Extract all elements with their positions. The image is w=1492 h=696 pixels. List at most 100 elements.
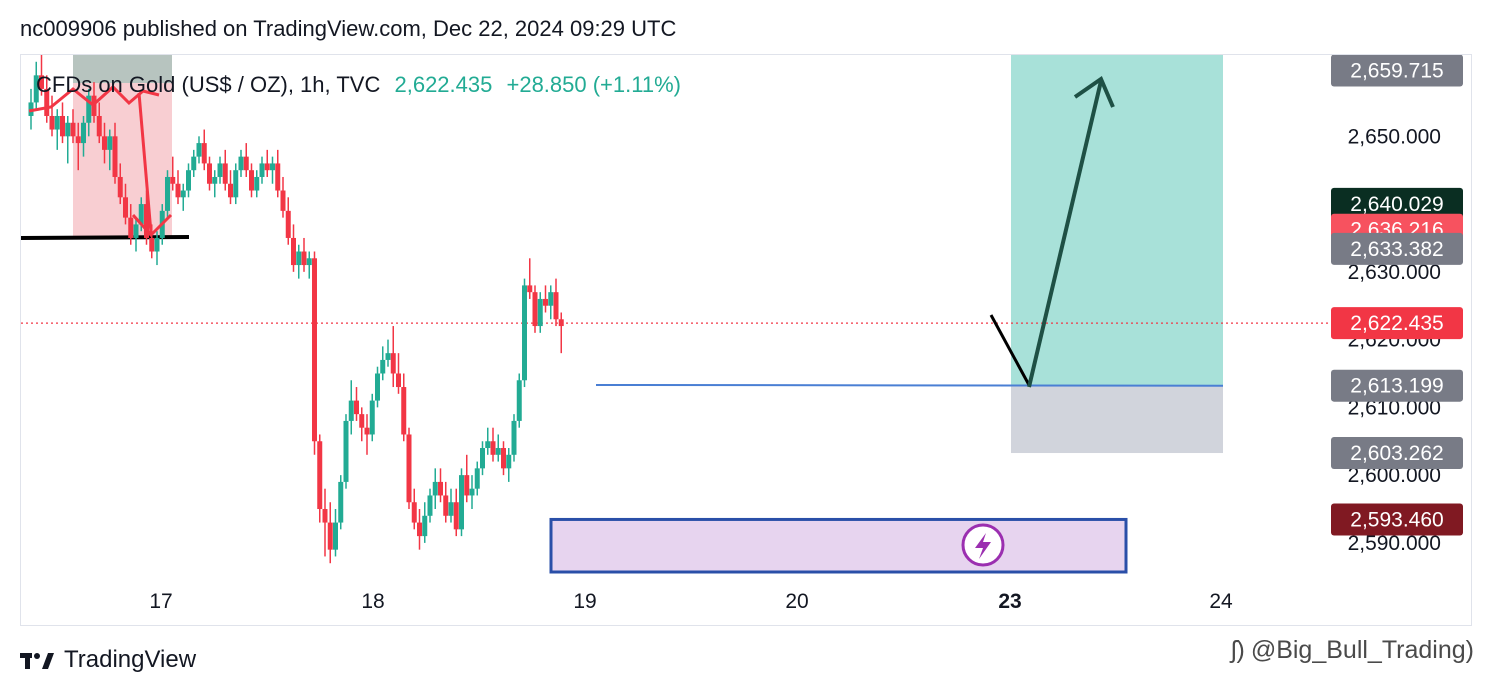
- price-tag-label: 2,633.382: [1350, 238, 1443, 261]
- candle-body: [117, 176, 123, 198]
- candle-body: [327, 522, 333, 550]
- candle-body: [364, 427, 370, 435]
- projection-up: [1027, 80, 1103, 388]
- candle-body: [81, 122, 86, 144]
- candle-body: [102, 136, 107, 150]
- candle-body: [527, 285, 533, 293]
- price-tag: [1331, 437, 1463, 470]
- candle-body: [270, 163, 275, 171]
- projection-arrowhead: [1073, 75, 1115, 108]
- candle-body: [406, 434, 412, 503]
- candle-body: [33, 75, 39, 103]
- watermark-text: @Big_Bull_Trading): [1250, 636, 1474, 664]
- sell-arrow: [137, 92, 153, 234]
- tradingview-logo-icon: [20, 653, 54, 669]
- tradingview-brand: TradingView: [64, 646, 197, 673]
- candle-body: [532, 292, 538, 327]
- sell-zone-top: [73, 55, 172, 83]
- candle-body: [432, 481, 438, 496]
- candle-body: [107, 136, 113, 150]
- candle-body: [144, 204, 149, 238]
- candle-body: [501, 448, 506, 469]
- candle-body: [175, 183, 181, 198]
- price-tag: [1331, 503, 1463, 536]
- x-tick-label: 19: [573, 590, 596, 613]
- candle-body: [249, 170, 254, 191]
- candle-body: [417, 522, 422, 537]
- candle-body: [369, 400, 375, 435]
- candle-body: [128, 217, 134, 238]
- candle-body: [243, 156, 249, 171]
- candle-body: [338, 481, 344, 523]
- chart-frame: 17 18 19 20 23 24 2,650.000 2,630.000 2,620.000 2…: [20, 54, 1472, 626]
- demand-zone: [549, 517, 1128, 574]
- candle-body: [123, 197, 128, 218]
- candle-body: [553, 292, 559, 320]
- publish-header: nc009906 published on TradingView.com, D…: [20, 16, 677, 41]
- candle-body: [280, 190, 286, 211]
- candle-body: [207, 163, 212, 184]
- candle-body: [317, 441, 323, 510]
- candle-body: [154, 237, 160, 252]
- price-tag-label: 2,622.435: [1350, 312, 1443, 335]
- y-tick-label: 2,610.000: [1348, 396, 1441, 419]
- candle-body: [343, 420, 349, 482]
- candle-body: [312, 258, 317, 442]
- candle-body: [44, 88, 50, 116]
- price-tag: [1331, 187, 1463, 220]
- candle-body: [259, 163, 265, 177]
- candle-body: [201, 143, 207, 164]
- price-tag-label: 2,613.199: [1350, 375, 1443, 398]
- candle-body: [490, 441, 496, 455]
- price-tag: [1331, 55, 1463, 87]
- symbol-name: CFDs on Gold (US$ / OZ), 1h, TVC: [36, 72, 381, 97]
- price-tag: [1331, 307, 1463, 340]
- tradingview-logo[interactable]: TradingView: [20, 646, 196, 674]
- candle-body: [511, 420, 517, 455]
- candle-body: [516, 380, 522, 421]
- candle-body: [186, 170, 191, 191]
- projection-down: [989, 314, 1031, 386]
- candle-body: [233, 170, 239, 198]
- sell-path: [28, 84, 160, 113]
- candle-body: [70, 122, 76, 137]
- candle-body: [558, 319, 564, 327]
- candle-body: [49, 115, 55, 130]
- candle-body: [485, 441, 491, 449]
- candle-body: [196, 143, 202, 157]
- candle-body: [180, 190, 186, 198]
- candle-body: [448, 502, 454, 516]
- x-tick-label: 23: [998, 590, 1021, 613]
- candle-body: [191, 156, 197, 171]
- candle-body: [60, 115, 65, 137]
- candle-body: [359, 414, 365, 428]
- candle-body: [112, 136, 118, 177]
- candle-body: [133, 224, 139, 238]
- candle-body: [411, 502, 417, 523]
- candle-body: [254, 176, 260, 191]
- candle-body: [348, 400, 354, 421]
- candle-body: [306, 258, 312, 266]
- candle-body: [228, 183, 233, 198]
- candle-body: [39, 75, 44, 89]
- candle-body: [459, 475, 464, 530]
- price-chart[interactable]: 17 18 19 20 23 242,650.0002,630.0002,620.0002…: [21, 55, 1473, 627]
- candle-body: [522, 285, 527, 381]
- candle-body: [438, 481, 443, 496]
- candle-body: [322, 509, 328, 523]
- candle-body: [217, 163, 223, 177]
- candle-body: [390, 353, 396, 374]
- candle-body: [464, 475, 470, 496]
- y-tick-label: 2,590.000: [1348, 532, 1441, 555]
- candle-body: [264, 163, 270, 171]
- sell-arrowhead: [131, 213, 173, 238]
- price-tag: [1331, 232, 1463, 265]
- candle-body: [427, 495, 433, 516]
- candle-body: [354, 400, 359, 415]
- candle-body: [385, 353, 391, 360]
- y-tick-label: 2,650.000: [1348, 125, 1441, 148]
- candle-body: [506, 454, 512, 469]
- zhihu-icon: ʃ): [1230, 636, 1245, 664]
- candle-body: [537, 298, 543, 327]
- y-tick-label: 2,600.000: [1348, 464, 1441, 487]
